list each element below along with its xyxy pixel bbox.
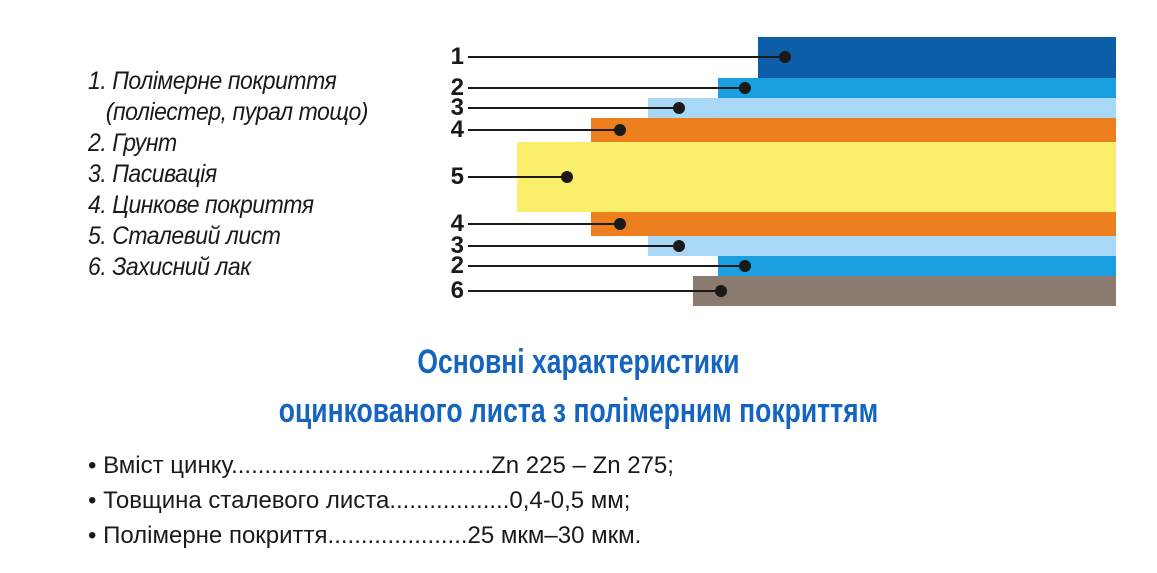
layer-band-1 bbox=[758, 37, 1116, 78]
layer-band-8 bbox=[718, 256, 1116, 276]
heading-line-1: Основні характеристики bbox=[417, 343, 740, 381]
leader-dot-5 bbox=[561, 171, 573, 183]
layer-number-3: 3 bbox=[450, 94, 464, 121]
legend-item-5: 5. Сталевий лист bbox=[88, 222, 281, 250]
leader-dot-9 bbox=[715, 285, 727, 297]
leader-dot-1 bbox=[779, 51, 791, 63]
legend-item-6: 6. Захисний лак bbox=[88, 253, 251, 281]
spec-thickness: • Товщина сталевого листа...............… bbox=[88, 487, 631, 514]
layer-number-2: 2 bbox=[450, 74, 464, 101]
leader-line-2 bbox=[468, 87, 745, 89]
layer-band-7 bbox=[648, 236, 1116, 256]
layer-band-9 bbox=[693, 276, 1116, 306]
layer-number-7: 3 bbox=[450, 232, 464, 259]
legend-item-3: 3. Пасивація bbox=[88, 160, 217, 188]
legend-item-4: 4. Цинкове покриття bbox=[88, 191, 314, 219]
layer-number-4: 4 bbox=[450, 116, 464, 143]
layer-band-4 bbox=[591, 118, 1116, 142]
leader-line-3 bbox=[468, 107, 679, 109]
leader-dot-3 bbox=[673, 102, 685, 114]
legend-item-1-detail: (поліестер, пурал тощо) bbox=[88, 98, 369, 126]
leader-dot-2 bbox=[739, 82, 751, 94]
layer-band-6 bbox=[591, 212, 1116, 236]
layer-number-1: 1 bbox=[450, 43, 464, 70]
spec-zinc: • Вміст цинку...........................… bbox=[88, 452, 674, 479]
leader-line-7 bbox=[468, 245, 679, 247]
layer-number-9: 6 bbox=[450, 277, 464, 304]
leader-dot-4 bbox=[614, 124, 626, 136]
legend-item-1: 1. Полімерне покриття bbox=[88, 67, 337, 95]
layer-number-8: 2 bbox=[450, 252, 464, 279]
legend-item-2: 2. Грунт bbox=[88, 129, 177, 157]
leader-line-5 bbox=[468, 176, 567, 178]
leader-line-8 bbox=[468, 265, 745, 267]
leader-dot-6 bbox=[614, 218, 626, 230]
leader-dot-7 bbox=[673, 240, 685, 252]
heading-line-2: оцинкованого листа з полімерним покриття… bbox=[278, 392, 879, 430]
layer-band-3 bbox=[648, 98, 1116, 118]
spec-coating: • Полімерне покриття....................… bbox=[88, 522, 642, 549]
layer-band-5 bbox=[517, 142, 1116, 212]
leader-dot-8 bbox=[739, 260, 751, 272]
leader-line-1 bbox=[468, 56, 785, 58]
layer-band-2 bbox=[718, 78, 1116, 98]
leader-line-6 bbox=[468, 223, 620, 225]
leader-line-9 bbox=[468, 290, 721, 292]
legend: 1. Полімерне покриття (поліестер, пурал … bbox=[88, 66, 392, 283]
layer-number-5: 5 bbox=[450, 163, 464, 190]
leader-line-4 bbox=[468, 129, 620, 131]
layer-number-6: 4 bbox=[450, 210, 464, 237]
